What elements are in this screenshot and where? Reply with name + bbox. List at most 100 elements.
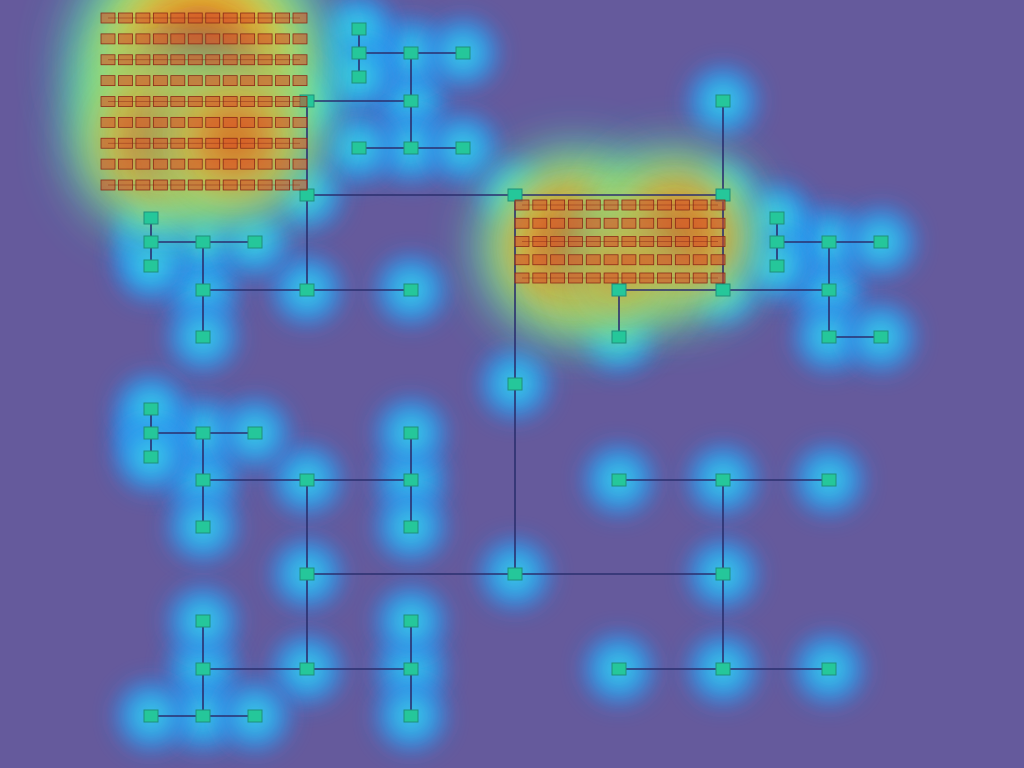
cluster-node	[621, 217, 637, 229]
graph-node	[247, 235, 263, 249]
graph-node	[195, 330, 211, 344]
graph-node	[769, 259, 785, 273]
cluster-node	[240, 75, 256, 87]
graph-node	[299, 283, 315, 297]
graph-node	[299, 473, 315, 487]
cluster-node	[568, 254, 583, 266]
graph-node	[351, 46, 367, 60]
graph-node	[715, 188, 731, 202]
graph-node	[455, 141, 471, 155]
graph-node	[821, 662, 837, 676]
cluster-node	[205, 158, 221, 170]
graph-node	[195, 709, 211, 723]
graph-node	[507, 567, 523, 581]
graph-node	[195, 283, 211, 297]
graph-node	[821, 330, 837, 344]
graph-node	[143, 235, 159, 249]
cluster-node	[585, 217, 601, 229]
cluster-node	[135, 33, 151, 45]
graph-node	[195, 520, 211, 534]
cluster-node	[152, 158, 168, 170]
graph-node	[769, 235, 785, 249]
graph-node	[611, 330, 627, 344]
cluster-node	[170, 33, 186, 45]
cluster-node	[710, 254, 726, 266]
cluster-node	[222, 158, 238, 170]
cluster-node	[187, 158, 203, 170]
cluster-node	[585, 254, 601, 266]
cluster-node	[118, 75, 133, 87]
graph-node	[143, 211, 159, 225]
graph-node	[821, 473, 837, 487]
graph-node	[769, 211, 785, 225]
cluster-node	[674, 254, 690, 266]
graph-node	[715, 662, 731, 676]
graph-node	[455, 46, 471, 60]
cluster-node	[603, 254, 619, 266]
graph-node	[351, 141, 367, 155]
cluster-node	[257, 116, 273, 128]
node-layer	[143, 22, 889, 723]
cluster-node	[135, 75, 151, 87]
cluster-node	[568, 217, 583, 229]
cluster-node	[292, 116, 308, 128]
graph-node	[873, 235, 889, 249]
graph-node	[507, 188, 523, 202]
graph-node	[403, 283, 419, 297]
cluster-node	[639, 254, 655, 266]
cluster-node	[222, 116, 238, 128]
graph-node	[143, 259, 159, 273]
graph-node	[507, 377, 523, 391]
graph-node	[821, 235, 837, 249]
cluster-node	[187, 33, 203, 45]
graph-node	[403, 94, 419, 108]
graph-node	[247, 426, 263, 440]
cluster-node	[135, 158, 151, 170]
cluster-node	[205, 33, 221, 45]
cluster-node	[257, 75, 273, 87]
cluster-node	[205, 75, 221, 87]
cluster-node	[275, 116, 290, 128]
edge-layer	[150, 29, 881, 717]
cluster-node	[118, 33, 133, 45]
graph-node	[143, 709, 159, 723]
cluster-node	[257, 158, 273, 170]
heat-overlay	[70, 0, 915, 750]
graph-node	[247, 709, 263, 723]
cluster-node	[205, 116, 221, 128]
graph-node	[403, 473, 419, 487]
graph-node	[403, 709, 419, 723]
graph-node	[195, 426, 211, 440]
cluster-node	[639, 217, 655, 229]
cluster-node	[170, 75, 186, 87]
graph-node	[403, 141, 419, 155]
graph-node	[403, 46, 419, 60]
cluster-node	[532, 254, 548, 266]
cluster-node	[100, 158, 116, 170]
cluster-node	[292, 75, 308, 87]
graph-node	[195, 662, 211, 676]
cluster-node	[292, 158, 308, 170]
cluster-node	[118, 158, 133, 170]
cluster-node	[100, 33, 116, 45]
cluster-node	[514, 254, 530, 266]
cluster-node	[550, 217, 566, 229]
cluster-node	[222, 33, 238, 45]
graph-node	[351, 70, 367, 84]
cluster-node	[710, 217, 726, 229]
graph-node	[195, 614, 211, 628]
cluster-node	[292, 33, 308, 45]
cluster-node	[603, 217, 619, 229]
cluster-node	[657, 217, 672, 229]
graph-node	[143, 426, 159, 440]
graph-node	[195, 235, 211, 249]
graph-node	[611, 473, 627, 487]
graph-node	[299, 567, 315, 581]
cluster-node	[692, 217, 708, 229]
graph-node	[821, 283, 837, 297]
cluster-node	[100, 116, 116, 128]
cluster-node	[240, 116, 256, 128]
graph-node	[403, 520, 419, 534]
